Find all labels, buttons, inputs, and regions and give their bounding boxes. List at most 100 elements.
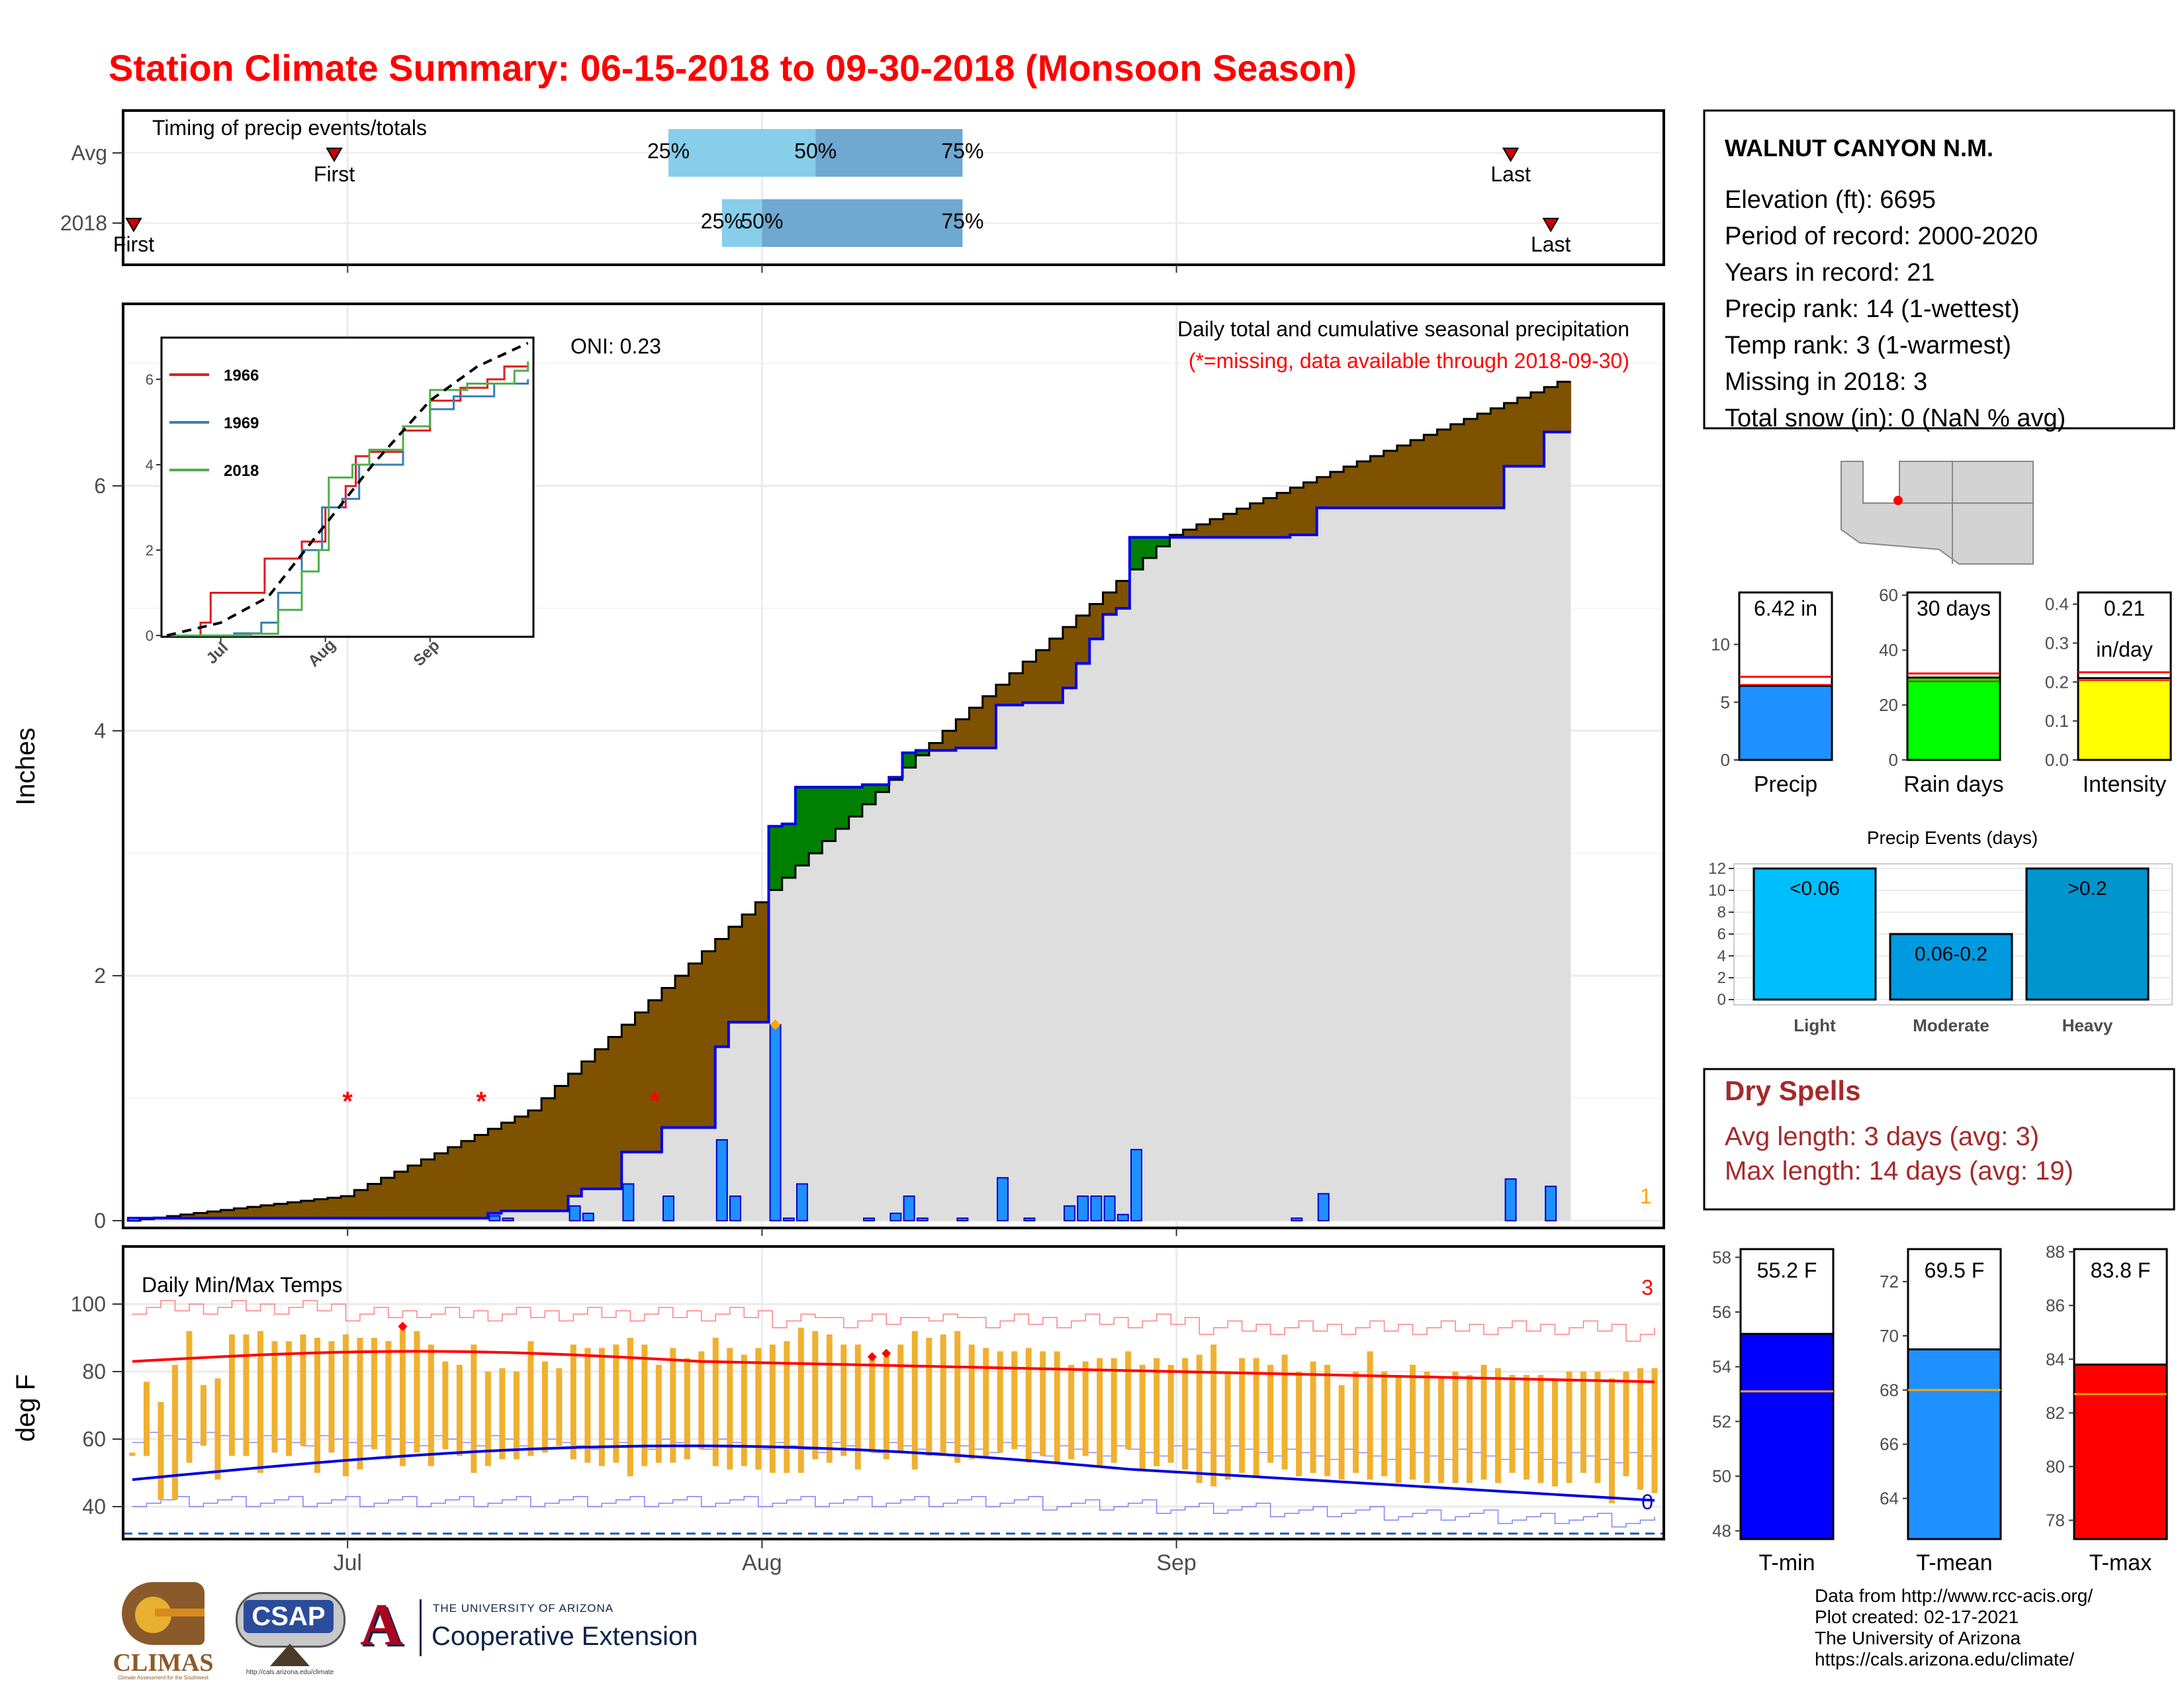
temp-summary-tick-label: 48 [1712,1521,1731,1541]
mountain-icon [270,1644,310,1666]
page-title: Station Climate Summary: 06-15-2018 to 0… [109,47,1357,89]
precip-surplus-mark [915,750,930,755]
temp-daily-bar [655,1364,662,1463]
temp-daily-bar [257,1331,263,1473]
timing-panel-border [122,109,1665,266]
temp-summary-tick-label: 58 [1712,1247,1731,1267]
precip-deficit-mark [635,1012,649,1152]
precip-daily-bar [622,1183,635,1221]
precip-surplus-mark [782,823,796,878]
precip-deficit-mark [475,1135,488,1219]
temp-daily-bar [897,1344,904,1453]
station-info-line: Precip rank: 14 (1-wettest) [1725,295,2020,323]
temp-daily-bar [684,1358,690,1460]
temp-summary-tick-label: 50 [1712,1466,1731,1486]
precip-deficit-mark [1210,519,1224,538]
inset-legend-label: 1966 [224,367,259,385]
precip-y-tick-label: 0 [94,1209,106,1233]
temp-daily-bar [1580,1372,1587,1473]
temp-daily-bar [1054,1351,1060,1463]
precip-daily-bar [488,1215,501,1221]
precip-deficit-mark [1370,455,1385,508]
temp-daily-bar [1210,1344,1217,1487]
temp-daily-bar [1552,1378,1559,1487]
csap-logo: CSAP http://cals.arizona.edu/climate [230,1585,349,1678]
missing-day-marker-icon: * [342,1087,353,1116]
precip-deficit-mark [1049,638,1064,703]
temp-daily-bar [812,1331,819,1460]
precip-deficit-mark [193,1213,208,1219]
temp-record-high-line [132,1300,1655,1342]
temp-daily-bar [1381,1372,1388,1477]
temp-daily-bar [1281,1354,1288,1470]
precip-deficit-mark [367,1184,382,1219]
precip-y-axis-title: Inches [11,727,40,806]
precip-deficit-mark [327,1197,341,1219]
temp-daily-bar [456,1364,463,1456]
timing-avg-p50-label: 50% [794,139,837,163]
precip-daily-bar [715,1139,728,1222]
temp-daily-bar [1566,1372,1572,1483]
station-info-box [1703,109,2175,430]
temp-daily-bar [698,1351,705,1450]
precip-deficit-mark [1223,514,1238,538]
temp-daily-bar [1594,1372,1601,1483]
precip-daily-bar [1291,1217,1303,1222]
temp-daily-bar [1353,1372,1359,1473]
precip-deficit-mark [354,1190,369,1219]
precip-deficit-mark [742,914,756,1023]
temp-daily-bar [1452,1372,1459,1483]
station-info-line: Years in record: 21 [1725,259,1935,287]
temp-y-tick-label: 40 [82,1495,106,1519]
precip-deficit-mark [1530,392,1545,467]
precip-deficit-mark [1544,387,1558,432]
summary-bar-tick-label: 0 [1721,750,1730,770]
summary-bar-tick-label: 0.4 [2045,594,2069,614]
precip-daily-bar [1103,1196,1116,1221]
precip-deficit-mark [434,1153,449,1219]
timing-avg-iqr-upper [815,129,963,177]
precip-deficit-mark [688,963,703,1128]
temp-summary-tick-label: 86 [2046,1295,2065,1315]
precip-events-tick-label: 2 [1717,969,1726,987]
precip-surplus-mark [809,787,823,853]
temp-y-tick-label: 100 [71,1292,106,1316]
temp-daily-bar [584,1348,591,1463]
temp-daily-bar [1395,1375,1402,1483]
temp-daily-bar [727,1348,733,1470]
precip-daily-bar [1090,1196,1103,1221]
temp-daily-bar [1651,1368,1658,1493]
temp-daily-bar [513,1372,520,1460]
precip-deficit-mark [1410,440,1424,508]
temp-daily-bar [1097,1358,1103,1466]
precip-deficit-mark [1062,627,1077,688]
precip-deficit-mark [1424,434,1438,508]
temp-daily-bar [243,1334,250,1456]
precip-deficit-mark [234,1208,248,1219]
timing-2018-p50-label: 50% [741,209,783,233]
precip-surplus-mark [1129,537,1144,570]
temp-daily-bar [541,1361,548,1453]
precip-events-category: Moderate [1913,1015,1989,1035]
missing-day-marker-icon: * [650,1087,660,1116]
temp-daily-bar [869,1358,876,1453]
temp-summary-tick-label: 80 [2046,1457,2065,1477]
precip-events-tick-label: 8 [1717,904,1726,921]
precip-events-category: Heavy [2062,1015,2113,1035]
summary-bar-value: 30 days [1917,596,1991,620]
temp-daily-bar [1310,1361,1316,1473]
temp-daily-bar [271,1341,278,1453]
precip-deficit-mark [1490,408,1505,508]
temp-daily-bar [1324,1364,1331,1477]
timing-2018-last-marker-icon [1542,218,1559,232]
temp-daily-bar [826,1334,833,1463]
precip-deficit-mark [1196,524,1210,538]
precip-events-title: Precip Events (days) [1867,827,2038,848]
inset-legend-label: 1969 [224,414,259,432]
dry-spells-title: Dry Spells [1725,1075,1860,1106]
precip-deficit-mark [1036,650,1050,703]
precip-deficit-mark [247,1207,261,1219]
temp-daily-bar [357,1338,363,1470]
precip-deficit-mark [1396,445,1411,508]
precip-deficit-mark [447,1147,462,1219]
